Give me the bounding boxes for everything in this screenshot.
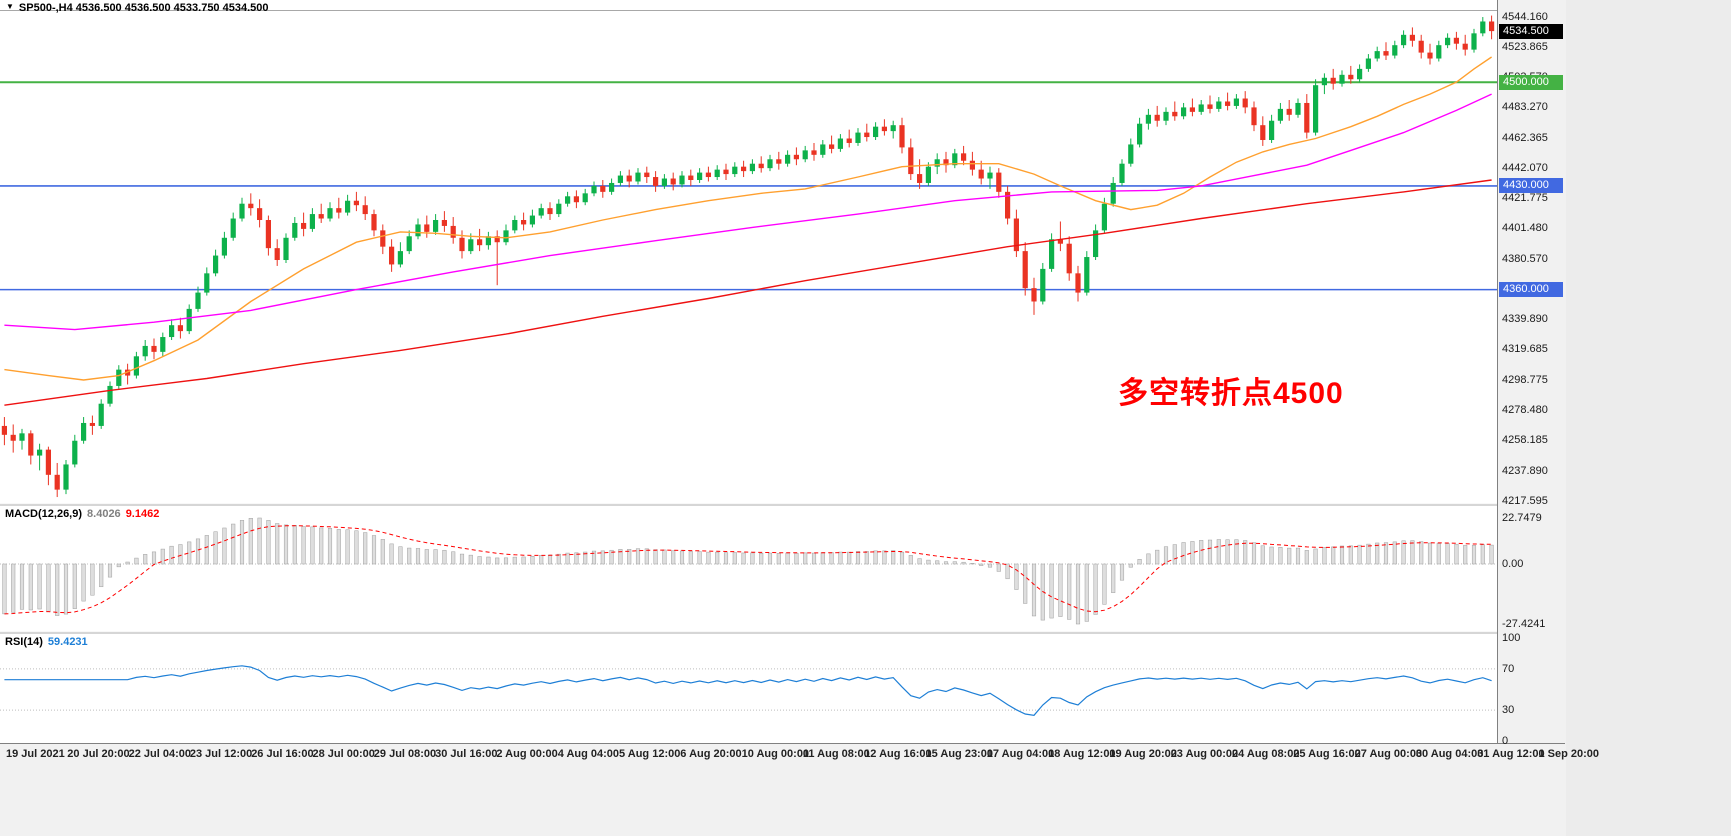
time-label: 27 Aug 00:00 [1354, 748, 1423, 760]
chart-title: ▼ SP500-,H4 4536.500 4536.500 4533.750 45… [6, 2, 269, 14]
time-label: 29 Jul 08:00 [373, 748, 437, 760]
main-price-panel: ▼ SP500-,H4 4536.500 4536.500 4533.750 45… [0, 0, 1497, 503]
time-label: 4 Aug 04:00 [557, 748, 620, 760]
time-label: 18 Aug 12:00 [1048, 748, 1116, 760]
macd-canvas[interactable] [0, 506, 1497, 631]
price-tick-label: 4442.070 [1502, 162, 1548, 175]
time-label: 24 Aug 08:00 [1232, 748, 1300, 760]
rsi-label: RSI(14) [5, 636, 43, 648]
expand-arrow-icon[interactable]: ▼ [6, 2, 14, 11]
price-tick-label: 4483.270 [1502, 101, 1548, 113]
time-label: 15 Aug 23:00 [925, 748, 993, 760]
macd-scale-label: 0.00 [1502, 558, 1524, 570]
price-tick-label: 4544.160 [1502, 10, 1548, 23]
rsi-scale-label: 100 [1502, 632, 1521, 644]
time-label: 31 Aug 12:00 [1477, 748, 1545, 760]
price-tick-label: 4278.480 [1502, 404, 1548, 417]
price-badge: 4500.000 [1499, 74, 1563, 90]
time-label: 2 Aug 00:00 [496, 748, 558, 760]
time-label: 19 Aug 20:00 [1109, 748, 1177, 760]
price-tick-label: 4258.185 [1502, 434, 1548, 447]
rsi-header: RSI(14) 59.4231 [5, 636, 93, 648]
annotation-text: 多空转折点4500 [1118, 377, 1344, 410]
time-label: 17 Aug 04:00 [986, 748, 1055, 760]
time-label: 23 Jul 12:00 [189, 748, 253, 760]
time-axis[interactable]: 19 Jul 2021 20 Jul 20:00 22 Jul 04:00 23 Ju… [0, 743, 1599, 766]
price-tick-label: 4523.865 [1502, 40, 1548, 53]
macd-scale-label: 22.7479 [1502, 512, 1542, 524]
price-badge: 4360.000 [1499, 282, 1563, 298]
macd-label: MACD(12,26,9) [5, 508, 83, 520]
macd-value: 8.4026 [87, 508, 121, 520]
time-label: 11 Aug 08:00 [802, 748, 870, 760]
time-label: 12 Aug 16:00 [864, 748, 932, 760]
time-label: 30 Aug 04:00 [1415, 748, 1484, 760]
time-label: 1 Sep 20:00 [1538, 748, 1600, 760]
window-background [1566, 0, 1731, 836]
rsi-scale-label: 70 [1502, 662, 1515, 675]
price-tick-label: 4462.365 [1502, 131, 1548, 144]
price-tick-label: 4401.480 [1502, 222, 1548, 235]
time-label: 28 Jul 00:00 [312, 748, 375, 760]
price-tick-label: 4380.570 [1502, 253, 1548, 266]
price-tick-label: 4217.595 [1502, 494, 1548, 507]
macd-header: MACD(12,26,9) 8.4026 9.1462 [5, 508, 164, 520]
price-chart-canvas[interactable] [0, 0, 1497, 503]
rsi-scale-label: 30 [1502, 704, 1515, 717]
rsi-value: 59.4231 [47, 636, 88, 648]
price-tick-label: 4298.775 [1502, 374, 1548, 387]
symbol-period-label: SP500-,H4 [18, 2, 73, 14]
price-tick-label: 4339.890 [1502, 313, 1548, 326]
price-tick-label: 4421.775 [1502, 192, 1548, 205]
time-label: 25 Aug 16:00 [1293, 748, 1361, 760]
time-label: 20 Jul 20:00 [67, 748, 130, 760]
price-scale[interactable]: 4544.1604523.8654503.5704483.2704462.365… [1497, 0, 1566, 747]
macd-scale-label: -27.4241 [1502, 618, 1546, 630]
price-badge: 4430.000 [1499, 178, 1563, 194]
rsi-canvas[interactable] [0, 634, 1497, 743]
time-label: 22 Jul 04:00 [128, 748, 191, 760]
time-label: 6 Aug 20:00 [680, 748, 742, 760]
price-tick-label: 4319.685 [1502, 343, 1548, 356]
price-badge: 4534.500 [1499, 23, 1563, 39]
ohlc-values: 4536.500 4536.500 4533.750 4534.500 [75, 2, 269, 14]
macd-panel: MACD(12,26,9) 8.4026 9.1462 [0, 506, 1497, 631]
time-label: 19 Jul 2021 [6, 748, 65, 760]
price-tick-label: 4237.890 [1502, 464, 1548, 477]
time-label: 26 Jul 16:00 [251, 748, 314, 760]
rsi-panel: RSI(14) 59.4231 [0, 634, 1497, 743]
rsi-scale-label: 0 [1502, 735, 1509, 747]
time-label: 30 Jul 16:00 [435, 748, 498, 760]
time-label: 10 Aug 00:00 [741, 748, 810, 760]
time-label: 5 Aug 12:00 [619, 748, 681, 760]
macd-signal-value: 9.1462 [125, 508, 160, 520]
time-label: 23 Aug 00:00 [1170, 748, 1239, 760]
